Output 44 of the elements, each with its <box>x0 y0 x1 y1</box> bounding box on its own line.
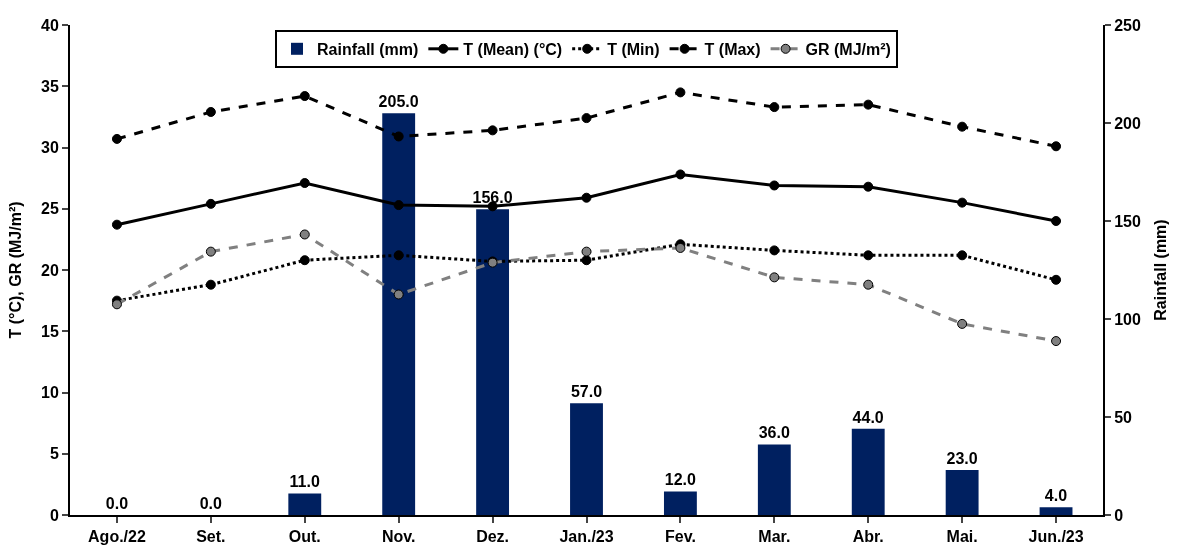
y-tick-label: 25 <box>41 200 59 218</box>
data-label: 57.0 <box>570 383 603 401</box>
legend-label: T (Mean) (°C) <box>463 41 563 59</box>
data-label: 11.0 <box>289 473 320 491</box>
data-label: 156.0 <box>472 189 513 207</box>
data-label: 4.0 <box>1044 487 1068 505</box>
legend-label: GR (MJ/m²) <box>805 41 891 59</box>
y2-tick-label: 150 <box>1114 212 1141 230</box>
data-label: 0.0 <box>199 495 223 512</box>
y2-tick-label: 0 <box>1114 506 1124 524</box>
data-label: 0.0 <box>105 495 129 512</box>
y2-tick-label: 100 <box>1114 310 1141 328</box>
x-tick-label: Dez. <box>476 528 510 546</box>
y-tick-label: 10 <box>41 384 59 402</box>
legend-label: T (Max) <box>704 41 761 59</box>
y2-tick-label: 200 <box>1114 114 1141 132</box>
x-tick-label: Jan./23 <box>559 528 614 546</box>
y2-tick-label: 50 <box>1114 408 1133 426</box>
y-tick-label: 35 <box>41 77 59 95</box>
x-tick-label: Nov. <box>381 528 416 546</box>
data-label: 44.0 <box>852 408 884 426</box>
legend-label: T (Min) <box>607 41 660 59</box>
x-tick-label: Abr. <box>852 528 884 546</box>
y2-axis-title: Rainfall (mm) <box>1152 219 1170 321</box>
y-axis-title: T (°C), GR (MJ/m²) <box>7 201 25 339</box>
legend-label: Rainfall (mm) <box>317 41 419 59</box>
data-label: 205.0 <box>378 93 419 111</box>
x-tick-label: Jun./23 <box>1028 528 1084 546</box>
data-label: 36.0 <box>758 424 790 442</box>
y-tick-label: 5 <box>49 445 59 463</box>
data-label: 12.0 <box>664 471 697 489</box>
data-label: 23.0 <box>946 449 978 467</box>
y-tick-label: 40 <box>41 16 59 34</box>
x-tick-label: Ago./22 <box>88 528 146 546</box>
y-tick-label: 20 <box>41 261 59 279</box>
x-tick-label: Mai. <box>946 528 978 546</box>
x-tick-label: Mar. <box>758 528 791 546</box>
y-tick-label: 30 <box>41 139 59 157</box>
x-tick-label: Fev. <box>665 528 696 546</box>
x-tick-label: Set. <box>196 528 226 546</box>
y-tick-label: 0 <box>49 506 59 524</box>
y2-tick-label: 250 <box>1114 16 1141 34</box>
y-tick-label: 15 <box>41 322 59 340</box>
x-tick-label: Out. <box>288 528 321 546</box>
